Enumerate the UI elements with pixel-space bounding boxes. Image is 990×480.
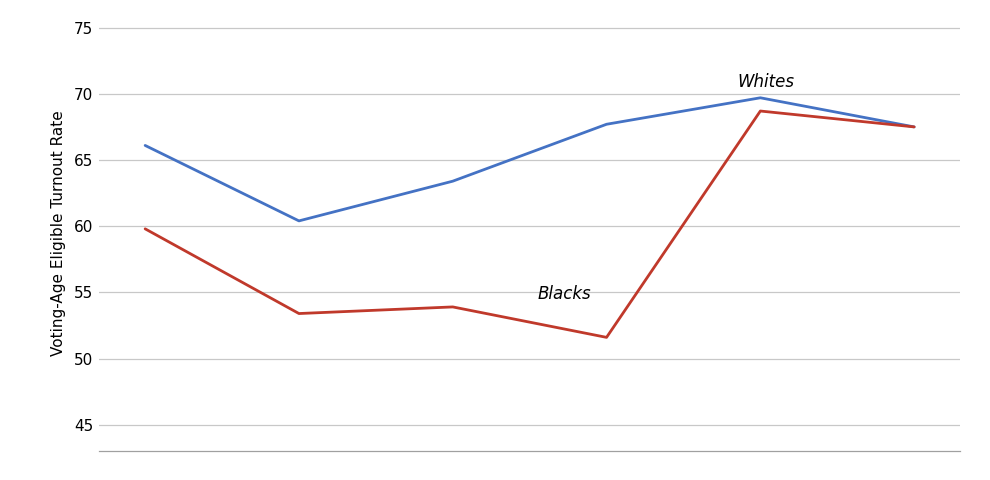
Text: Whites: Whites bbox=[738, 73, 794, 91]
Text: Blacks: Blacks bbox=[538, 285, 591, 303]
Y-axis label: Voting-Age Eligible Turnout Rate: Voting-Age Eligible Turnout Rate bbox=[50, 110, 65, 356]
